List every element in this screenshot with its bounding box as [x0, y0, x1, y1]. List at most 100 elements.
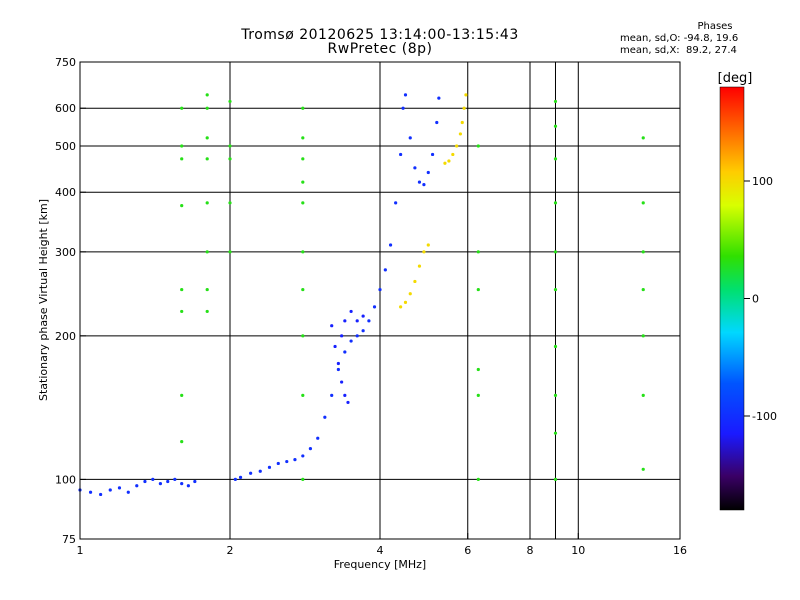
x-tick-label: 6	[464, 544, 471, 557]
x-tick-label: 16	[673, 544, 687, 557]
data-point	[455, 144, 459, 148]
data-point	[88, 490, 93, 494]
data-point	[553, 344, 558, 349]
data-point	[413, 166, 417, 170]
data-point	[108, 488, 112, 492]
data-point	[476, 287, 480, 292]
data-point	[301, 201, 305, 205]
data-point	[476, 144, 480, 148]
data-point	[426, 170, 430, 175]
data-point	[228, 99, 232, 104]
data-point	[343, 350, 347, 354]
data-point	[460, 120, 464, 125]
data-point	[417, 180, 422, 184]
data-point	[367, 319, 371, 323]
data-point	[447, 159, 451, 163]
data-point	[205, 287, 209, 292]
data-point	[293, 458, 297, 462]
data-point	[464, 93, 468, 97]
data-point	[426, 243, 430, 247]
data-point	[476, 393, 480, 398]
data-point	[340, 334, 344, 338]
colorbar-tick-label: 0	[752, 293, 759, 306]
data-point	[388, 243, 393, 247]
data-point	[476, 367, 480, 372]
data-point	[301, 287, 305, 292]
data-point	[641, 334, 645, 338]
data-point	[258, 469, 262, 473]
data-point	[173, 477, 177, 482]
data-point	[553, 124, 558, 128]
data-point	[301, 334, 305, 338]
data-point	[301, 157, 305, 161]
data-point	[451, 152, 455, 157]
y-axis-ticks: 75 100 200 300 400 500 600 750	[55, 56, 86, 546]
phases-box: Phases mean, sd,O: -94.8, 19.6 mean, sd,…	[600, 21, 790, 57]
data-point	[205, 106, 209, 110]
data-point	[186, 484, 190, 488]
data-point	[349, 339, 353, 343]
data-point	[458, 132, 463, 136]
data-point	[301, 454, 305, 458]
x-tick-label: 2	[227, 544, 234, 557]
data-point	[553, 393, 558, 398]
colorbar-label: [deg]	[718, 71, 753, 86]
x-axis-label: Frequency [MHz]	[334, 558, 426, 571]
data-point	[343, 393, 347, 398]
data-point	[180, 203, 184, 208]
data-point	[641, 250, 645, 254]
x-tick-label: 4	[377, 544, 384, 557]
data-point	[180, 440, 184, 444]
data-point	[166, 479, 170, 484]
colorbar-tick-label: 100	[752, 175, 773, 188]
data-point	[336, 367, 340, 372]
data-point	[205, 136, 209, 140]
colorbar	[719, 86, 745, 511]
data-point	[378, 287, 382, 292]
x-tick-label: 8	[527, 544, 534, 557]
data-point	[340, 380, 344, 384]
data-point	[553, 287, 558, 292]
data-point	[323, 415, 327, 419]
y-tick-label: 400	[55, 186, 76, 199]
x-axis-ticks: 1 2 4 6 8 10 16	[77, 533, 687, 557]
data-point	[443, 161, 447, 165]
data-point	[205, 93, 209, 97]
data-point	[180, 144, 184, 148]
data-point	[158, 481, 163, 486]
data-point	[408, 292, 412, 296]
data-point	[476, 477, 480, 482]
data-point	[361, 314, 365, 318]
data-point	[233, 477, 237, 482]
data-point	[267, 465, 272, 469]
x-tick-label: 1	[77, 544, 84, 557]
phases-title: Phases	[697, 21, 733, 32]
data-point	[641, 393, 645, 398]
data-point	[180, 481, 184, 486]
data-point	[228, 157, 232, 161]
data-point	[301, 250, 305, 254]
data-point	[641, 201, 645, 205]
data-point	[180, 287, 184, 292]
data-point	[553, 431, 558, 435]
colorbar-tick-label: -100	[752, 410, 777, 423]
data-point	[193, 479, 197, 484]
data-point	[462, 106, 466, 110]
data-point	[228, 250, 232, 254]
data-point	[301, 106, 305, 110]
chart-title: Tromsø 20120625 13:14:00-13:15:43	[241, 27, 519, 43]
data-point	[126, 490, 130, 494]
data-point	[553, 250, 558, 254]
phases-mean-x: mean, sd,X: 89.2, 27.4	[620, 45, 737, 56]
chart-subtitle: RwPretec (8p)	[327, 41, 433, 57]
y-tick-label: 500	[55, 140, 76, 153]
data-point	[435, 120, 439, 125]
data-point	[301, 180, 305, 184]
y-tick-label: 600	[55, 102, 76, 115]
data-point	[413, 279, 417, 284]
data-point	[330, 393, 334, 398]
data-point	[641, 287, 645, 292]
data-point	[180, 309, 184, 314]
data-point	[346, 400, 350, 405]
data-point	[553, 201, 558, 205]
